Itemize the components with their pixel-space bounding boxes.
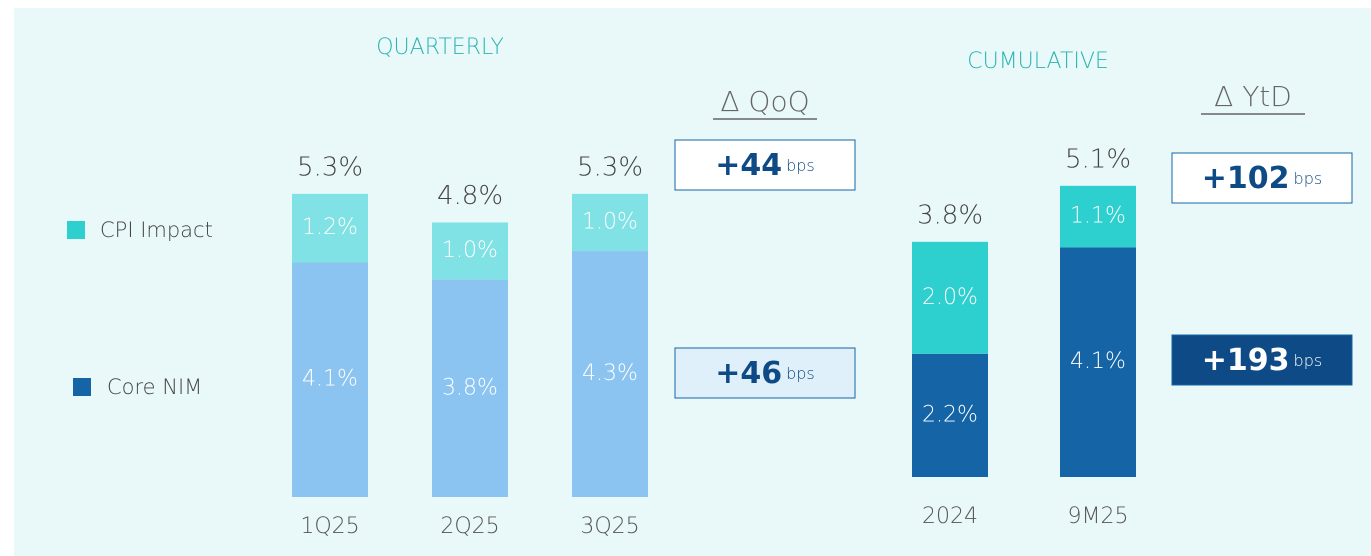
x-tick-label: 3Q25	[580, 514, 639, 539]
total-label: 3.8%	[917, 200, 983, 230]
chart-title: CUMULATIVE	[967, 49, 1109, 74]
delta-box	[674, 139, 856, 191]
delta-text: +193 bps	[1202, 343, 1322, 378]
bar-segment	[912, 241, 988, 354]
segment-label: 2.2%	[922, 402, 978, 427]
bar-segment	[572, 251, 648, 497]
bar-segment	[572, 193, 648, 252]
delta-unit: bps	[786, 364, 815, 383]
delta-title: Δ YtD	[1214, 80, 1292, 113]
legend-swatch	[67, 221, 85, 239]
total-label: 4.8%	[437, 181, 503, 211]
panel	[14, 8, 1371, 556]
segment-label: 4.3%	[582, 361, 638, 386]
bar-segment	[432, 222, 508, 280]
total-label: 5.3%	[577, 152, 643, 182]
delta-box	[1171, 334, 1353, 386]
legend-label: CPI Impact	[100, 218, 213, 242]
delta-unit: bps	[1294, 169, 1323, 188]
delta-title: Δ QoQ	[720, 85, 809, 118]
segment-label: 1.1%	[1070, 204, 1126, 229]
delta-text: +44 bps	[715, 148, 815, 183]
segment-label: 1.2%	[302, 215, 358, 240]
x-tick-label: 2Q25	[440, 514, 499, 539]
segment-label: 2.0%	[922, 285, 978, 310]
chart-title: QUARTERLY	[376, 35, 504, 60]
delta-value: +46	[715, 356, 782, 391]
x-tick-label: 1Q25	[300, 514, 359, 539]
bar-segment	[292, 262, 368, 497]
delta-unit: bps	[786, 156, 815, 175]
bar-segment	[1060, 247, 1136, 477]
delta-text: +102 bps	[1202, 161, 1322, 196]
bar-segment	[432, 279, 508, 497]
legend-swatch	[73, 378, 91, 396]
delta-text: +46 bps	[715, 356, 815, 391]
segment-label: 1.0%	[442, 238, 498, 263]
segment-label: 1.0%	[582, 209, 638, 234]
segment-label: 4.1%	[1070, 349, 1126, 374]
bar-segment	[912, 353, 988, 477]
total-label: 5.3%	[297, 152, 363, 182]
delta-value: +193	[1202, 343, 1290, 378]
delta-value: +44	[715, 148, 782, 183]
delta-unit: bps	[1294, 351, 1323, 370]
bar-segment	[292, 193, 368, 263]
segment-label: 3.8%	[442, 375, 498, 400]
x-tick-label: 2024	[922, 504, 978, 529]
delta-box	[1171, 152, 1353, 204]
delta-value: +102	[1202, 161, 1290, 196]
bar-segment	[1060, 185, 1136, 248]
delta-box	[674, 347, 856, 399]
total-label: 5.1%	[1065, 144, 1131, 174]
legend-label: Core NIM	[107, 375, 202, 399]
segment-label: 4.1%	[302, 367, 358, 392]
x-tick-label: 9M25	[1068, 504, 1129, 529]
